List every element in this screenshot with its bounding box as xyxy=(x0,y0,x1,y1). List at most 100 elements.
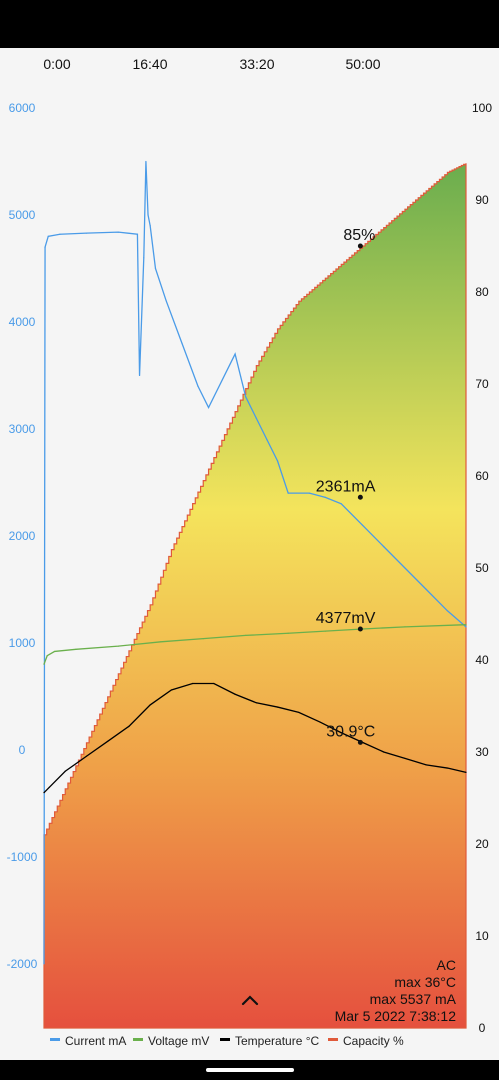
y-left-tick-label-6: 0 xyxy=(19,743,26,757)
temperature-series-point-9 xyxy=(213,682,215,685)
current-series-point-0 xyxy=(43,963,45,965)
temperature-series-point-6 xyxy=(149,704,151,706)
voltage-series-point-5 xyxy=(160,641,162,643)
current-series-point-10 xyxy=(147,214,149,216)
annotation-label-1: 2361mA xyxy=(316,478,376,495)
current-series-point-7 xyxy=(138,374,141,377)
y-right-tick-label-3: 70 xyxy=(475,377,489,391)
temperature-series-point-2 xyxy=(64,770,66,772)
y-left-tick-label-1: 5000 xyxy=(9,208,36,222)
y-right-tick-label-7: 30 xyxy=(475,745,489,759)
navigation-bar xyxy=(0,1060,499,1080)
annotation-label-2: 4377mV xyxy=(316,610,376,627)
legend: Current mA Voltage mV Temperature °C Cap… xyxy=(50,1034,404,1048)
y-left-tick-label-7: -1000 xyxy=(7,850,38,864)
legend-label-current: Current mA xyxy=(65,1034,126,1048)
legend-item-capacity: Capacity % xyxy=(328,1034,404,1048)
y-right-tick-label-6: 40 xyxy=(475,653,489,667)
temperature-series-point-21 xyxy=(465,771,467,773)
current-series-point-8 xyxy=(143,257,145,259)
legend-label-capacity: Capacity % xyxy=(343,1034,404,1048)
chart-screen: 85% 2361mA 4377mV 30.9°C 0:00 16:40 33:20 50:0… xyxy=(0,48,499,1060)
temperature-series-point-7 xyxy=(170,689,172,691)
voltage-series-point-1 xyxy=(46,655,48,657)
y-right-tick-label-5: 50 xyxy=(475,561,489,575)
info-line-source: AC xyxy=(437,957,456,973)
temperature-series-point-13 xyxy=(298,711,300,714)
current-series-point-1 xyxy=(44,246,46,248)
y-left-tick-label-3: 3000 xyxy=(9,422,36,436)
temperature-series-point-4 xyxy=(107,740,109,742)
current-series-point-27 xyxy=(383,546,385,548)
y-right-tick-label-0: 100 xyxy=(472,101,492,115)
voltage-series-point-8 xyxy=(287,632,289,634)
current-series-point-4 xyxy=(85,232,88,234)
current-series-point-3 xyxy=(59,233,61,235)
current-series-point-20 xyxy=(266,439,268,441)
x-tick-label-1: 16:40 xyxy=(132,56,167,72)
y-left-tick-label-0: 6000 xyxy=(9,101,36,115)
annotation-label-0: 85% xyxy=(343,227,375,244)
y-left-tick-label-2: 4000 xyxy=(9,315,36,329)
current-series-point-11 xyxy=(149,225,151,227)
y-right-tick-label-9: 10 xyxy=(475,929,489,943)
temperature-series-point-19 xyxy=(425,764,427,766)
temperature-series-point-17 xyxy=(383,751,385,753)
current-series-point-22 xyxy=(287,492,289,494)
legend-item-temperature: Temperature °C xyxy=(220,1034,319,1048)
current-series-point-31 xyxy=(465,626,467,628)
y-left-tick-label-4: 2000 xyxy=(9,529,36,543)
current-series-point-25 xyxy=(340,503,342,505)
x-tick-label-0: 0:00 xyxy=(43,56,70,72)
annotation-dot-0 xyxy=(357,243,363,249)
y-right-tick-label-10: 0 xyxy=(479,1021,486,1035)
y-right-tick-label-2: 80 xyxy=(475,285,489,299)
current-series-line xyxy=(43,161,467,964)
temperature-series-line xyxy=(43,682,467,794)
home-handle[interactable] xyxy=(206,1068,294,1072)
annotation-dot-3 xyxy=(357,739,363,745)
annotation-dot-2 xyxy=(357,626,363,632)
temperature-series-point-10 xyxy=(234,693,236,695)
current-series-point-30 xyxy=(446,610,449,612)
y-left-tick-label-8: -2000 xyxy=(7,957,38,971)
current-series-point-14 xyxy=(181,342,183,344)
y-right-tick-label-1: 90 xyxy=(475,193,489,207)
info-line-timestamp: Mar 5 2022 7:38:12 xyxy=(335,1008,457,1024)
current-series-point-18 xyxy=(245,396,247,398)
voltage-series-point-4 xyxy=(117,645,119,647)
current-series-point-29 xyxy=(425,588,427,590)
temperature-series-point-1 xyxy=(48,786,50,788)
voltage-series-point-12 xyxy=(465,624,467,626)
current-series-point-15 xyxy=(197,385,199,387)
current-series-point-12 xyxy=(154,267,157,270)
current-series-point-19 xyxy=(255,417,257,419)
status-bar xyxy=(0,0,499,48)
current-series-point-21 xyxy=(276,460,279,462)
temperature-series-point-8 xyxy=(192,682,194,685)
temperature-series-point-18 xyxy=(404,757,406,760)
current-series-point-6 xyxy=(136,233,139,235)
temperature-series-point-15 xyxy=(340,732,342,734)
voltage-series-point-7 xyxy=(245,634,247,636)
chevron-up-icon[interactable] xyxy=(236,988,264,1010)
temperature-series-point-11 xyxy=(255,702,257,704)
current-series-point-24 xyxy=(324,496,326,498)
current-series-point-23 xyxy=(308,492,311,494)
annotation-label-3: 30.9°C xyxy=(326,723,375,740)
info-line-max-temp: max 36°C xyxy=(394,974,456,990)
current-series-point-16 xyxy=(207,406,210,409)
voltage-series-point-0 xyxy=(43,663,45,665)
legend-item-current: Current mA xyxy=(50,1034,126,1048)
y-right-tick-label-8: 20 xyxy=(475,837,489,851)
annotation-dot-1 xyxy=(357,494,363,500)
legend-label-temperature: Temperature °C xyxy=(235,1034,319,1048)
legend-label-voltage: Voltage mV xyxy=(148,1034,209,1048)
capacity-area xyxy=(43,163,467,1029)
info-block: AC max 36°C max 5537 mA Mar 5 2022 7:38:… xyxy=(335,957,457,1024)
voltage-series-point-3 xyxy=(75,648,77,650)
temperature-series-point-0 xyxy=(43,792,45,794)
voltage-series-point-11 xyxy=(404,626,406,628)
voltage-series-point-2 xyxy=(54,650,56,653)
current-series-point-5 xyxy=(117,231,119,233)
